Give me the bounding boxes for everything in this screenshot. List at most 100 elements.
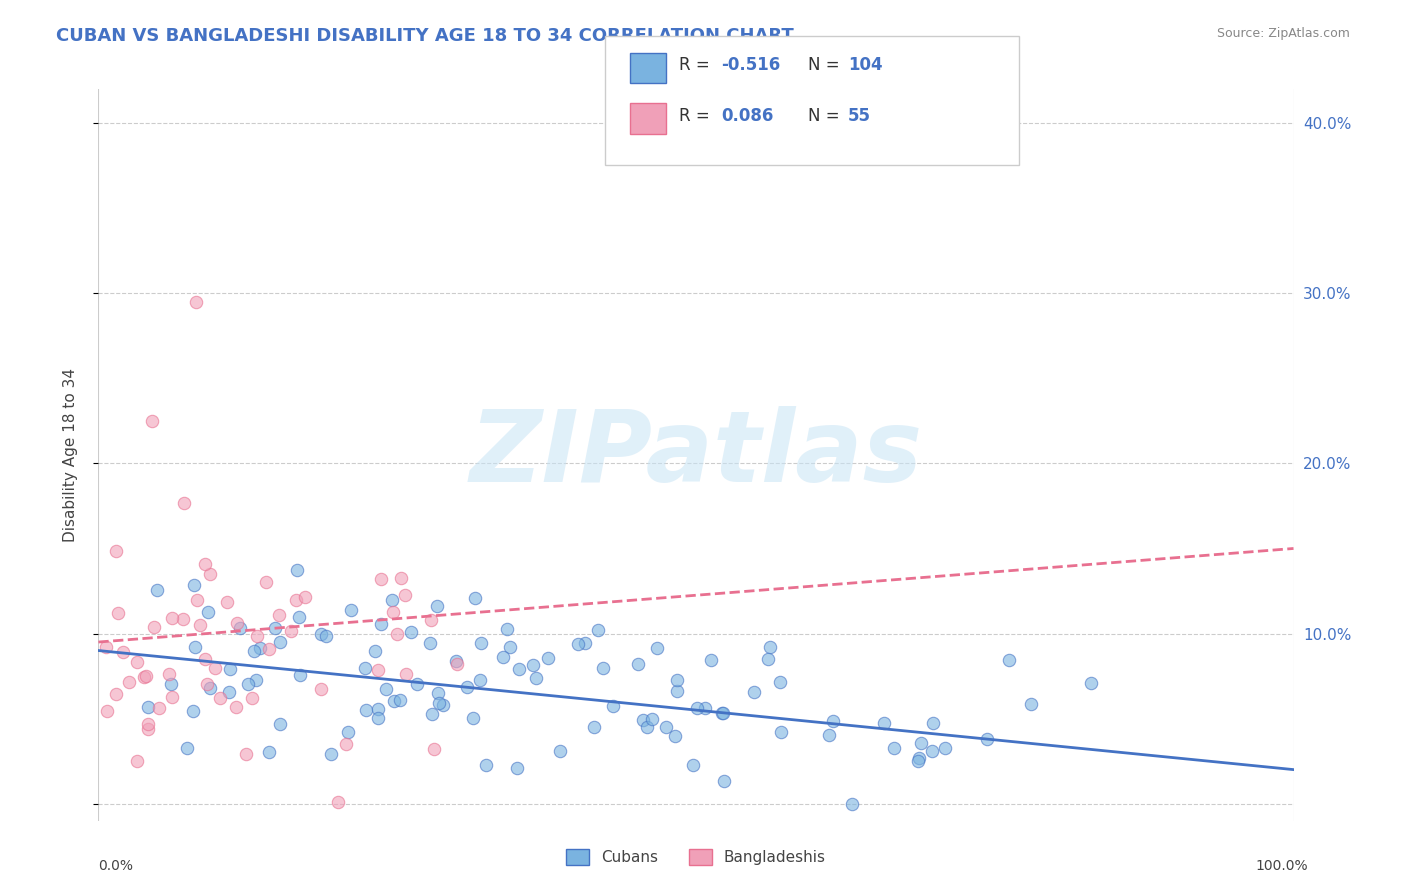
Point xyxy=(710,706,733,721)
Point xyxy=(537,650,560,665)
Text: Source: ZipAtlas.com: Source: ZipAtlas.com xyxy=(1216,27,1350,40)
Point xyxy=(354,703,377,717)
Point xyxy=(446,657,468,672)
Point xyxy=(209,691,232,706)
Point xyxy=(921,744,943,758)
Point xyxy=(135,669,157,683)
Point xyxy=(548,744,571,758)
Point xyxy=(243,643,266,657)
Point xyxy=(470,636,492,650)
Point xyxy=(107,606,129,620)
Point xyxy=(263,621,285,635)
Point xyxy=(382,605,405,619)
Point xyxy=(112,645,135,659)
Point xyxy=(432,698,454,712)
Point xyxy=(141,414,163,428)
Point xyxy=(401,625,423,640)
Point xyxy=(132,670,155,684)
Point xyxy=(375,682,398,697)
Point xyxy=(756,652,779,666)
Point xyxy=(188,618,211,632)
Point xyxy=(499,640,522,654)
Point xyxy=(907,754,929,768)
Point xyxy=(246,629,269,643)
Point xyxy=(567,637,589,651)
Point xyxy=(641,712,664,726)
Point xyxy=(197,605,219,619)
Point xyxy=(976,731,998,746)
Point xyxy=(160,677,183,691)
Point xyxy=(682,758,704,772)
Point xyxy=(136,723,159,737)
Point xyxy=(491,649,513,664)
Point xyxy=(693,701,716,715)
Point xyxy=(160,611,183,625)
Point xyxy=(184,640,207,654)
Point xyxy=(464,591,486,606)
Point xyxy=(475,758,498,772)
Point xyxy=(290,668,312,682)
Point xyxy=(105,544,128,558)
Point xyxy=(526,671,548,685)
Text: 0.086: 0.086 xyxy=(721,107,773,125)
Point xyxy=(664,729,686,743)
Point xyxy=(686,700,709,714)
Point xyxy=(294,590,316,604)
Point xyxy=(426,599,449,613)
Point xyxy=(194,557,217,571)
Point xyxy=(173,496,195,510)
Point xyxy=(508,662,530,676)
Point xyxy=(157,666,180,681)
Point xyxy=(339,603,361,617)
Point xyxy=(883,741,905,756)
Point xyxy=(419,636,441,650)
Point xyxy=(461,711,484,725)
Point xyxy=(240,691,263,706)
Text: N =: N = xyxy=(808,107,845,125)
Point xyxy=(235,747,257,761)
Point xyxy=(367,711,389,725)
Point xyxy=(586,623,609,637)
Point xyxy=(367,702,389,716)
Point xyxy=(700,653,723,667)
Point xyxy=(818,728,841,742)
Point xyxy=(364,643,387,657)
Point xyxy=(496,623,519,637)
Point xyxy=(742,685,765,699)
Text: R =: R = xyxy=(679,56,716,74)
Point xyxy=(194,652,217,666)
Text: 104: 104 xyxy=(848,56,883,74)
Point xyxy=(647,641,669,656)
Point xyxy=(337,724,360,739)
Text: 0.0%: 0.0% xyxy=(98,859,134,872)
Point xyxy=(94,640,117,654)
Point xyxy=(280,624,302,638)
Point xyxy=(183,578,205,592)
Point xyxy=(1080,675,1102,690)
Point xyxy=(389,571,412,585)
Point xyxy=(204,661,226,675)
Point xyxy=(181,704,204,718)
Point xyxy=(287,609,309,624)
Point xyxy=(655,720,678,734)
Point xyxy=(257,642,280,657)
Point xyxy=(420,706,443,721)
Point xyxy=(236,677,259,691)
Point xyxy=(1021,697,1043,711)
Point xyxy=(104,687,127,701)
Text: 100.0%: 100.0% xyxy=(1256,859,1308,872)
Point xyxy=(269,635,291,649)
Text: 55: 55 xyxy=(848,107,870,125)
Point xyxy=(319,747,342,762)
Point xyxy=(257,745,280,759)
Point xyxy=(665,684,688,698)
Point xyxy=(381,593,404,607)
Point xyxy=(636,721,658,735)
Point xyxy=(583,720,606,734)
Point xyxy=(665,673,688,687)
Point xyxy=(934,741,956,756)
Y-axis label: Disability Age 18 to 34: Disability Age 18 to 34 xyxy=(63,368,77,542)
Point xyxy=(423,742,446,756)
Point xyxy=(395,666,418,681)
Point xyxy=(198,681,221,695)
